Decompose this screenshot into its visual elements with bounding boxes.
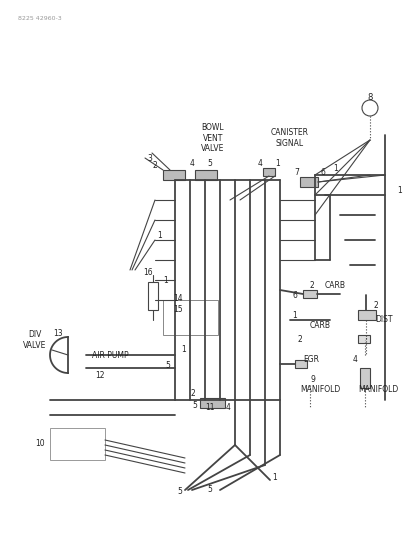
Text: 2: 2 [152,160,157,169]
Text: 13: 13 [53,328,63,337]
Text: 11: 11 [205,403,214,413]
Bar [163,300,218,335]
Text: DIST: DIST [375,316,392,325]
Text: EGR: EGR [302,356,318,365]
Bar [294,360,306,368]
Bar [55,432,93,454]
Text: 5: 5 [177,488,182,497]
Text: 1: 1 [272,473,277,482]
Text: 5: 5 [207,486,212,495]
Text: 8: 8 [366,93,372,101]
Bar [299,177,317,187]
Bar [200,398,225,408]
Text: 16: 16 [143,268,153,277]
Text: 5: 5 [192,400,197,409]
Bar [302,290,316,298]
Text: MANIFOLD: MANIFOLD [299,385,339,394]
Bar [55,432,70,454]
Text: CANISTER
SIGNAL: CANISTER SIGNAL [270,128,308,148]
Text: 1: 1 [157,230,162,239]
Text: 10: 10 [35,439,45,448]
Text: 7: 7 [294,167,299,176]
Text: 5: 5 [207,158,212,167]
Text: CARB: CARB [324,280,345,289]
Text: 5: 5 [165,360,170,369]
Bar [195,170,216,180]
Text: 2: 2 [297,335,302,344]
Text: 9: 9 [310,376,315,384]
Text: 8225 42960-3: 8225 42960-3 [18,15,62,20]
Circle shape [361,100,377,116]
Text: 1: 1 [181,345,186,354]
Text: MANIFOLD: MANIFOLD [357,385,397,394]
Bar [262,168,274,176]
Text: 6: 6 [292,290,297,300]
Text: 1: 1 [163,276,168,285]
Text: 4: 4 [352,356,357,365]
Text: 2: 2 [309,280,314,289]
Text: 3: 3 [147,154,152,163]
Bar [50,428,105,460]
Text: 1: 1 [275,158,280,167]
Text: 1: 1 [397,185,401,195]
Text: AIR PUMP: AIR PUMP [92,351,128,359]
Bar [148,282,157,310]
Text: 2: 2 [373,301,378,310]
Text: CARB: CARB [309,320,330,329]
Text: 6: 6 [320,167,325,176]
Text: 4: 4 [225,403,230,413]
Text: 4: 4 [257,158,262,167]
Text: 14: 14 [173,294,182,303]
Text: BOWL
VENT
VALVE: BOWL VENT VALVE [201,123,224,153]
Text: 4: 4 [189,158,194,167]
Bar [359,368,369,388]
Bar [357,335,369,343]
Bar [357,310,375,320]
Text: DIV
VALVE: DIV VALVE [23,330,47,350]
Text: 1: 1 [333,164,337,173]
Bar [163,170,184,180]
Text: 1: 1 [292,311,297,319]
Text: 2: 2 [190,389,195,398]
Text: 15: 15 [173,305,182,314]
Text: 12: 12 [95,370,104,379]
